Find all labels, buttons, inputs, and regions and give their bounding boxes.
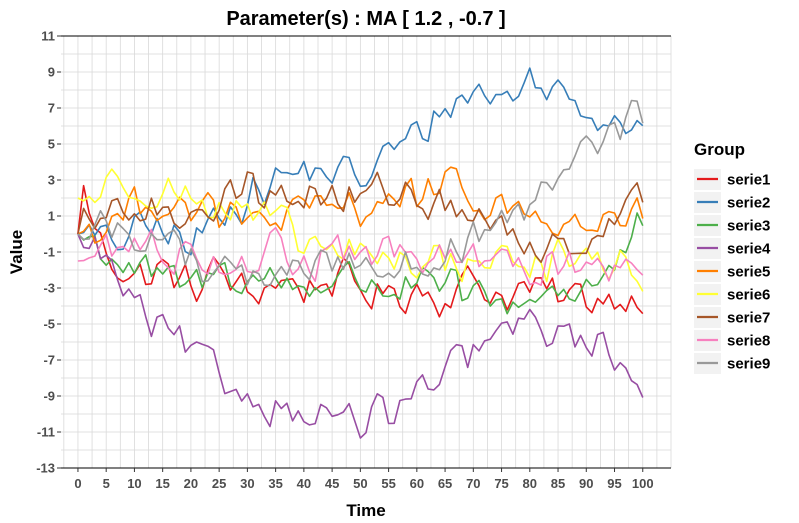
x-tick-label: 55 bbox=[381, 476, 395, 491]
x-tick-label: 20 bbox=[184, 476, 198, 491]
plot-series bbox=[77, 67, 644, 439]
y-tick-label: 7 bbox=[48, 101, 55, 116]
y-axis-title: Value bbox=[7, 230, 26, 274]
legend-label-serie8: serie8 bbox=[727, 333, 770, 350]
series-line-serie4 bbox=[77, 233, 644, 439]
x-tick-label: 95 bbox=[607, 476, 621, 491]
x-tick-label: 35 bbox=[268, 476, 282, 491]
tick-labels: 0 5 10 15 20 25 30 35 40 45 50 55 60 65 70 75 80 85 90 95 10… bbox=[36, 29, 653, 492]
y-tick-label: -3 bbox=[43, 281, 55, 296]
series-line-serie3 bbox=[77, 212, 644, 315]
x-tick-label: 45 bbox=[325, 476, 339, 491]
legend: Group serie1serie2serie3serie4serie5seri… bbox=[694, 140, 771, 374]
legend-label-serie1: serie1 bbox=[727, 172, 770, 189]
legend-label-serie5: serie5 bbox=[727, 264, 770, 281]
y-tick-label: -11 bbox=[37, 425, 55, 440]
y-tick-label: 3 bbox=[48, 173, 55, 188]
x-tick-label: 10 bbox=[127, 476, 141, 491]
x-tick-label: 75 bbox=[494, 476, 508, 491]
y-tick-label: -9 bbox=[43, 389, 55, 404]
x-tick-label: 25 bbox=[212, 476, 226, 491]
plot-axes bbox=[57, 35, 671, 472]
x-tick-label: 0 bbox=[74, 476, 81, 491]
x-tick-label: 100 bbox=[632, 476, 654, 491]
legend-title: Group bbox=[694, 140, 745, 159]
x-tick-label: 50 bbox=[353, 476, 367, 491]
legend-items: serie1 serie2 serie3 serie4 serie5 serie6 seri… bbox=[694, 169, 771, 374]
legend-label-serie9: serie9 bbox=[727, 356, 770, 373]
x-tick-label: 30 bbox=[240, 476, 254, 491]
x-axis-title: Time bbox=[346, 501, 385, 520]
x-tick-label: 85 bbox=[551, 476, 565, 491]
y-tick-label: 11 bbox=[41, 29, 55, 44]
x-tick-label: 15 bbox=[155, 476, 169, 491]
x-tick-label: 40 bbox=[297, 476, 311, 491]
y-tick-label: 1 bbox=[48, 209, 55, 224]
x-tick-label: 80 bbox=[523, 476, 537, 491]
y-tick-label: 9 bbox=[48, 65, 55, 80]
series-line-serie8 bbox=[77, 226, 644, 287]
legend-label-serie4: serie4 bbox=[727, 241, 771, 258]
y-tick-label: 5 bbox=[48, 137, 55, 152]
legend-label-serie2: serie2 bbox=[727, 195, 770, 212]
plot-grid bbox=[61, 35, 672, 469]
chart-title: Parameter(s) : MA [ 1.2 , -0.7 ] bbox=[226, 8, 505, 30]
y-tick-label: -13 bbox=[36, 461, 55, 476]
x-tick-label: 60 bbox=[410, 476, 424, 491]
series-line-serie9 bbox=[77, 99, 644, 287]
series-line-serie7 bbox=[77, 171, 644, 264]
legend-label-serie6: serie6 bbox=[727, 287, 770, 304]
series-line-serie5 bbox=[77, 166, 644, 244]
y-tick-label: -5 bbox=[43, 317, 55, 332]
y-tick-label: -7 bbox=[43, 353, 55, 368]
x-tick-label: 5 bbox=[103, 476, 110, 491]
y-tick-label: -1 bbox=[43, 245, 55, 260]
x-tick-label: 65 bbox=[438, 476, 452, 491]
x-tick-label: 90 bbox=[579, 476, 593, 491]
series-line-serie6 bbox=[77, 168, 644, 292]
legend-label-serie3: serie3 bbox=[727, 218, 770, 235]
x-tick-label: 70 bbox=[466, 476, 480, 491]
legend-label-serie7: serie7 bbox=[727, 310, 770, 327]
